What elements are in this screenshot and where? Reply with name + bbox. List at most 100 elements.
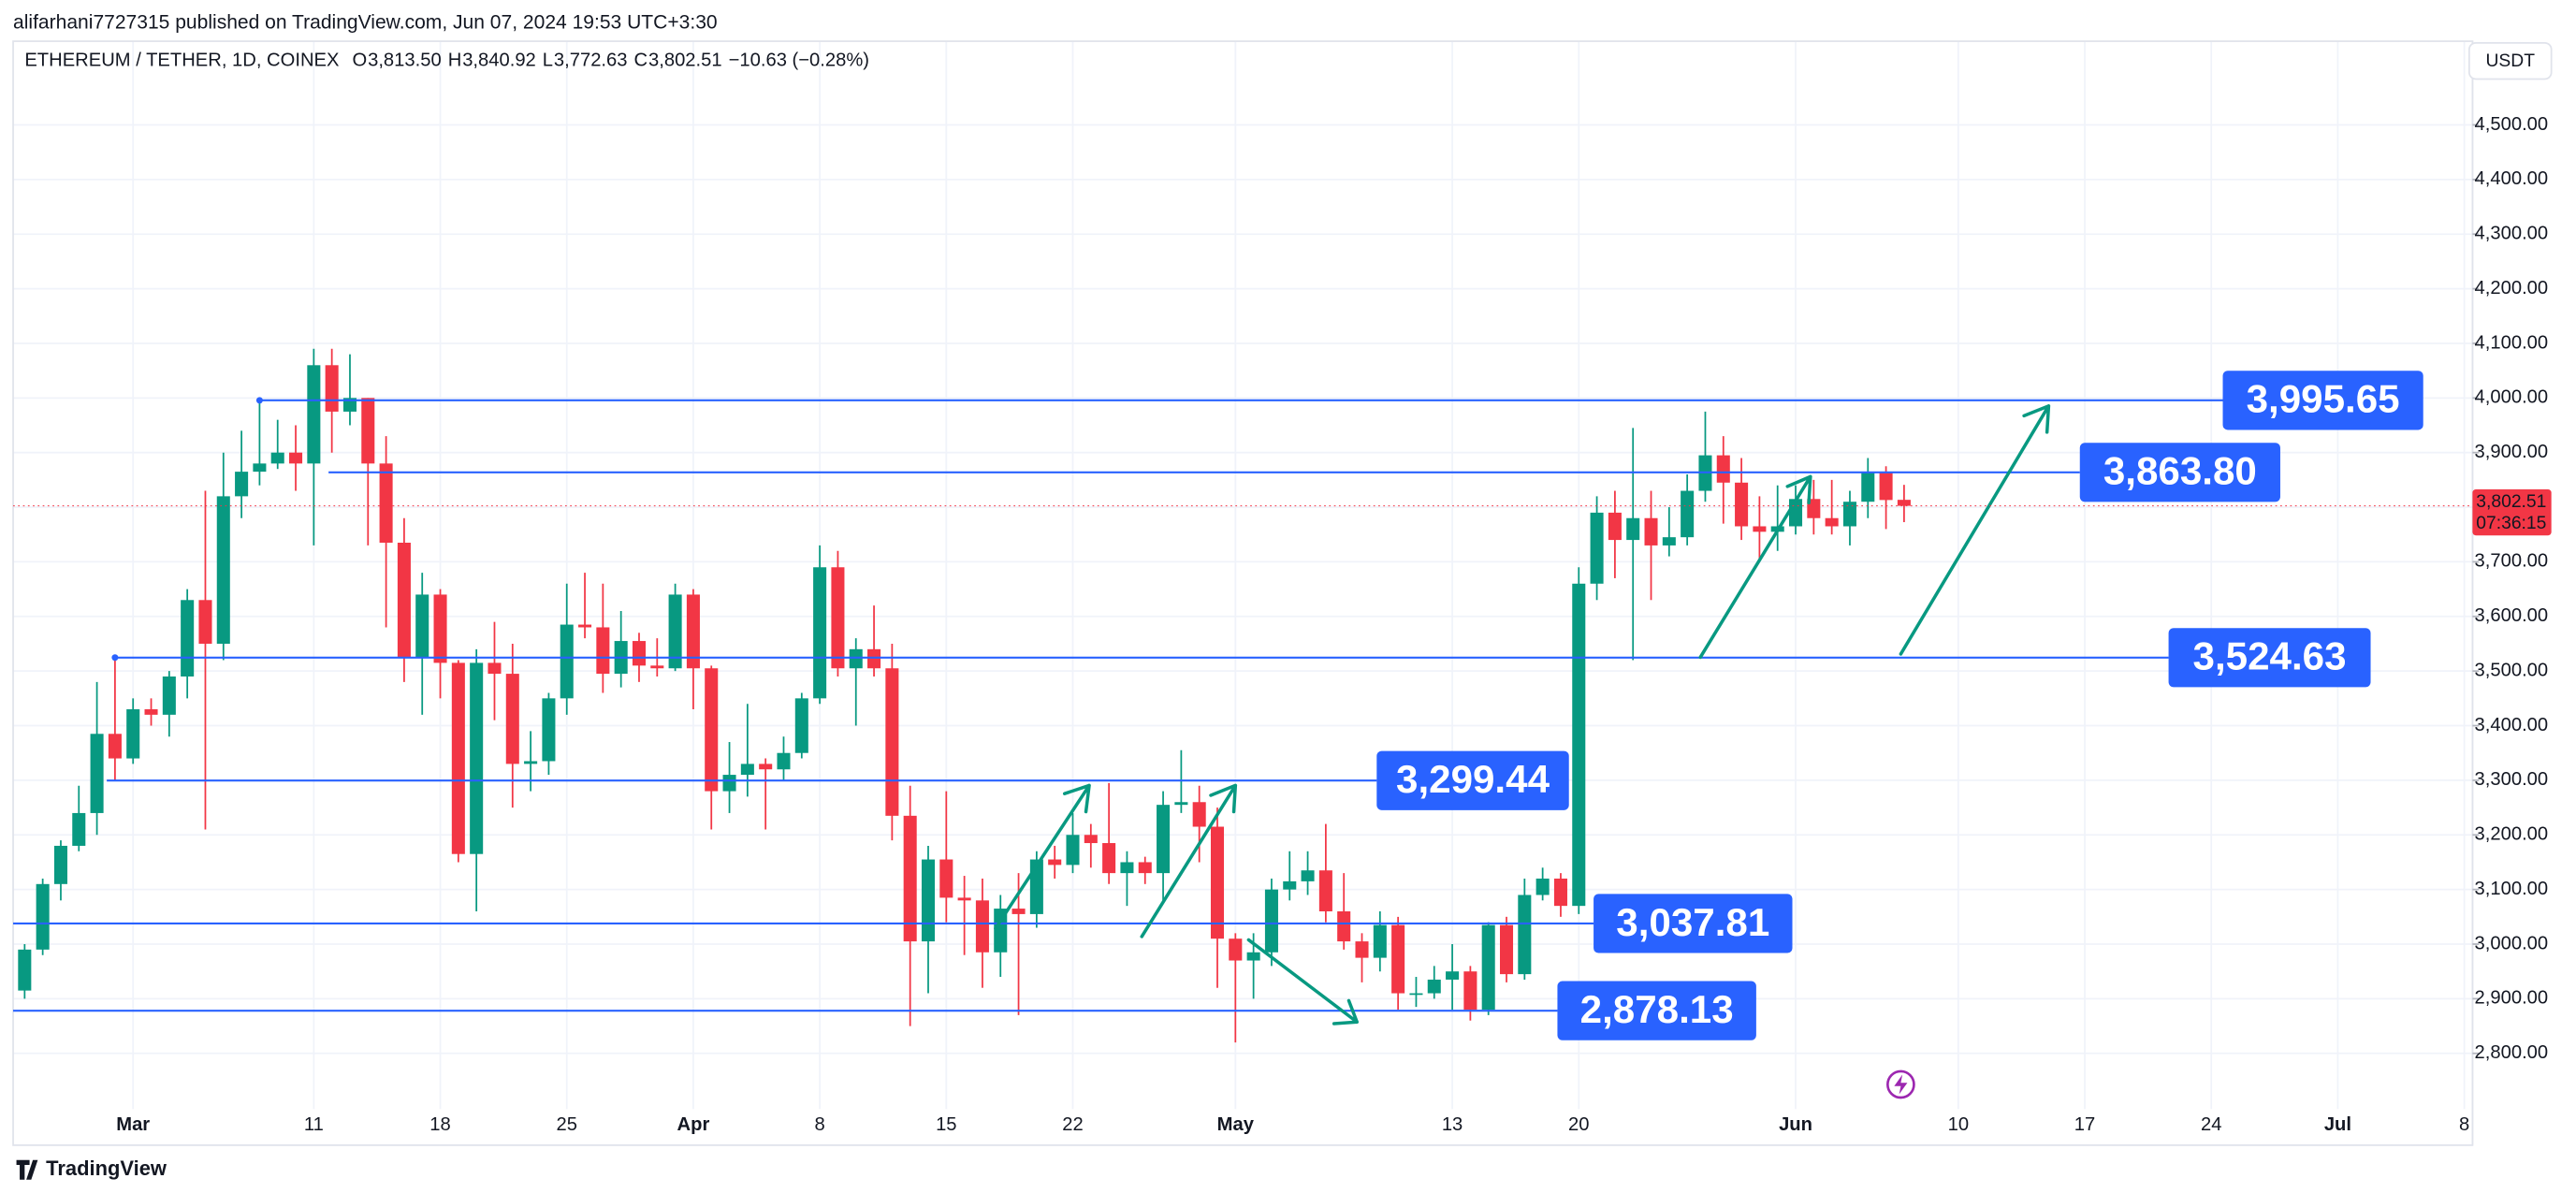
brand: TradingView [46,1157,167,1180]
candle-body [1608,512,1622,541]
arrow [1698,474,1812,660]
candle-body [994,909,1008,953]
candle-body [740,764,754,776]
candle-body [1192,802,1206,827]
candle-body [1463,971,1477,1011]
ohlc-value: 3,840.92 [462,50,536,70]
candle-body [342,398,357,412]
y-tick-label: 3,200.00 [2475,824,2549,845]
candle-body [1879,472,1893,501]
level-box [2168,628,2371,688]
candle-body [1553,878,1567,907]
candle-body [867,648,881,669]
candle-body [1681,490,1695,538]
symbol: ETHEREUM / TETHER, 1D, COINEX [24,50,340,70]
candle-body [1210,826,1225,939]
candle-body [1518,895,1532,975]
candle-body [957,897,971,901]
candle-body [1716,455,1730,483]
currency: USDT [2486,51,2536,71]
candle-body [1499,924,1514,975]
ohlc-key: L [543,50,553,70]
candle-body [53,845,67,884]
x-tick-label: 24 [2201,1114,2221,1135]
x-tick-label: 25 [556,1114,576,1135]
candle-body [1897,500,1911,506]
candle-body [1427,979,1441,994]
candle-body [705,668,719,792]
x-tick-label: Apr [677,1114,710,1135]
level-box [2222,371,2423,430]
x-tick-label: 10 [1948,1114,1969,1135]
level-label: 3,299.44 [1396,757,1550,801]
change: −10.63 (−0.28%) [729,50,869,70]
candle-body [794,698,808,753]
candle-body [1842,502,1856,527]
candle-body [921,859,936,942]
y-tick-label: 3,400.00 [2475,715,2549,735]
candle-body [524,761,538,764]
candle-body [270,452,284,464]
candle-body [325,365,339,412]
candle-body [1318,870,1332,911]
level-label: 3,863.80 [2103,449,2257,493]
x-tick-label: 18 [429,1114,450,1135]
candle-body [18,949,32,991]
candle-body [72,812,86,846]
candle-body [813,567,827,699]
candle-body [686,594,700,669]
ohlc-key: C [634,50,648,70]
y-tick-label: 3,000.00 [2475,933,2549,953]
candle-body [1446,971,1460,980]
countdown: 07:36:15 [2476,514,2546,533]
candle-body [596,627,610,675]
candle-body [1355,941,1369,958]
candle-body [1373,924,1387,958]
candle-body [1535,878,1550,895]
candle-body [253,463,267,473]
ohlc-value: 3,772.63 [554,50,628,70]
candle-body [1138,862,1152,874]
candle-body [488,662,502,675]
level-box [1376,750,1569,810]
candle-body [289,452,303,464]
x-tick-label: 20 [1568,1114,1589,1135]
y-tick-label: 4,000.00 [2475,387,2549,408]
candle-body [1626,517,1640,541]
candle-body [90,734,104,813]
arrows [994,404,2051,1026]
level-label: 2,878.13 [1580,987,1734,1031]
candle-body [108,734,122,759]
x-tick-label: 22 [1062,1114,1083,1135]
candle-body [1735,482,1749,527]
level-anchor [111,654,119,662]
candle-body [831,567,845,669]
ohlc-value: 3,813.50 [368,50,442,70]
candle-body [1084,835,1098,844]
x-tick-label: Mar [116,1114,150,1135]
candle-body [650,665,664,669]
candle-body [470,662,484,854]
candle-body [1337,910,1351,942]
last-price-label: 3,802.51 [2476,492,2546,512]
candle-body [560,624,574,699]
candle-body [1066,835,1080,866]
candle-body [379,463,393,543]
x-tick-label: Jun [1779,1114,1812,1135]
candle-body [777,752,791,770]
y-tick-label: 2,900.00 [2475,988,2549,1009]
level-label: 3,524.63 [2193,634,2347,678]
candle-body [759,764,773,770]
x-tick-label: 13 [1442,1114,1463,1135]
candle-body [1120,862,1134,874]
candle-body [1246,952,1260,961]
candle-body [1301,870,1315,881]
event-icon[interactable] [1886,1069,1915,1099]
candle-body [361,398,375,464]
y-tick-label: 3,700.00 [2475,551,2549,572]
candles [18,348,1911,1043]
y-tick-label: 4,400.00 [2475,168,2549,189]
